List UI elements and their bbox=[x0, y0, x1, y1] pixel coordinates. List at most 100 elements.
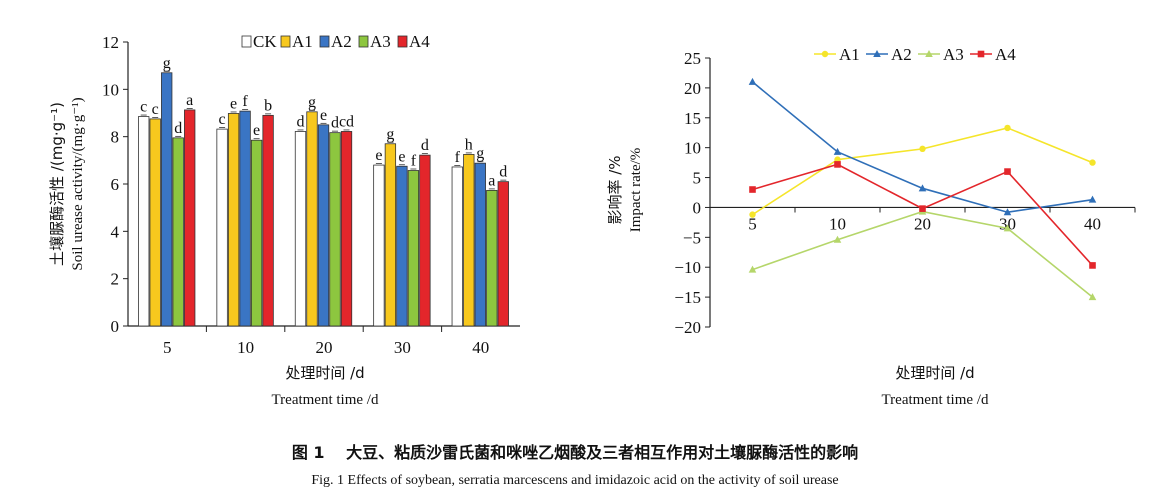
bar-ck bbox=[294, 131, 307, 327]
line-y-tick-label: 25 bbox=[684, 49, 701, 68]
bar-x-tick-label: 40 bbox=[472, 338, 489, 357]
legend-marker-a3 bbox=[925, 50, 933, 57]
bar-y-tick-label: 4 bbox=[111, 222, 120, 241]
line-y-axis-label-en: Impact rate/% bbox=[628, 148, 644, 233]
line-legend: A1 A2 A3 A4 bbox=[814, 45, 1016, 64]
legend-label-a3: A3 bbox=[370, 32, 391, 51]
legend-label-a1: A1 bbox=[839, 45, 860, 64]
line-x-tick-label: 20 bbox=[914, 214, 931, 233]
significance-letter: g bbox=[163, 55, 171, 72]
bar-ck bbox=[451, 166, 463, 327]
point-a4 bbox=[834, 161, 841, 168]
significance-letter: d bbox=[499, 164, 507, 181]
legend-label-a4: A4 bbox=[409, 32, 430, 51]
line-y-axis-label-cn: 影响率 /% bbox=[606, 155, 624, 224]
line-y-tick-label: −5 bbox=[683, 228, 701, 247]
bar-a2 bbox=[161, 72, 173, 327]
significance-letter: b bbox=[264, 97, 272, 114]
legend-label-ck: CK bbox=[253, 32, 277, 51]
significance-letter: f bbox=[455, 149, 461, 166]
bar-a3 bbox=[250, 139, 263, 327]
figure-caption-cn: 图 1 大豆、粘质沙雷氏菌和咪唑乙烟酸及三者相互作用对土壤脲酶活性的影响 bbox=[292, 443, 858, 462]
significance-letter: g bbox=[476, 145, 484, 162]
legend-label-a2: A2 bbox=[891, 45, 912, 64]
bar-y-tick-label: 8 bbox=[111, 128, 120, 147]
bar-a2 bbox=[396, 165, 408, 327]
line-x-tick-label: 40 bbox=[1084, 214, 1101, 233]
significance-letter: d bbox=[174, 120, 182, 137]
significance-letter: d bbox=[331, 115, 339, 132]
significance-letter: e bbox=[320, 107, 327, 124]
significance-letter: c bbox=[219, 111, 226, 128]
legend-label-a1: A1 bbox=[292, 32, 313, 51]
line-x-tick-label: 30 bbox=[999, 214, 1016, 233]
bar-x-axis-label-en: Treatment time /d bbox=[272, 392, 379, 408]
point-a1 bbox=[1004, 124, 1011, 132]
significance-letter: f bbox=[242, 93, 248, 110]
point-a3 bbox=[748, 265, 757, 273]
significance-letter: d bbox=[421, 137, 429, 154]
line-y-tick-label: 20 bbox=[684, 79, 701, 98]
point-a2 bbox=[833, 147, 842, 155]
bar-a2 bbox=[239, 110, 251, 327]
significance-letter: c bbox=[140, 99, 147, 116]
bar-x-tick-label: 5 bbox=[163, 338, 172, 357]
line-y-tick-label: 15 bbox=[684, 109, 701, 128]
bar-y-tick-label: 6 bbox=[111, 175, 120, 194]
bar-a1 bbox=[306, 111, 318, 327]
legend-label-a4: A4 bbox=[995, 45, 1016, 64]
bar-x-tick-label: 10 bbox=[237, 338, 254, 357]
bar-y-tick-label: 12 bbox=[102, 33, 119, 52]
bar-x-axis-label-cn: 处理时间 /d bbox=[285, 364, 364, 382]
bar-a1 bbox=[227, 113, 240, 327]
bar-y-tick-label: 10 bbox=[102, 80, 119, 99]
point-a4 bbox=[919, 205, 926, 212]
bar-a4 bbox=[262, 114, 274, 327]
point-a2 bbox=[918, 184, 927, 192]
point-a2 bbox=[1088, 195, 1097, 203]
point-a2 bbox=[1003, 208, 1012, 216]
bar-a4 bbox=[419, 154, 431, 327]
legend-swatch-a3 bbox=[358, 35, 369, 48]
bar-a3 bbox=[329, 132, 341, 327]
bar-a2 bbox=[474, 162, 486, 327]
bar-a4 bbox=[184, 109, 196, 327]
line-y-tick-label: 10 bbox=[684, 139, 701, 158]
bar-a3 bbox=[486, 189, 498, 327]
bar-a1 bbox=[149, 118, 161, 327]
significance-letter: e bbox=[375, 147, 382, 164]
line-y-tick-label: 5 bbox=[693, 169, 702, 188]
legend-marker-a4 bbox=[977, 50, 985, 58]
significance-letter: h bbox=[465, 136, 473, 153]
line-x-axis-label-cn: 处理时间 /d bbox=[895, 364, 974, 382]
significance-letter: g bbox=[308, 94, 316, 111]
bar-a1 bbox=[384, 143, 397, 327]
series-line-a1 bbox=[752, 127, 1093, 216]
significance-letter: a bbox=[488, 172, 495, 189]
bar-x-tick-label: 20 bbox=[316, 338, 333, 357]
legend-marker-a1 bbox=[821, 50, 829, 58]
significance-letter: e bbox=[398, 148, 405, 165]
bar-y-axis-label-en: Soil urease activity/(mg·g⁻¹) bbox=[70, 97, 86, 270]
bar-ck bbox=[138, 116, 150, 327]
significance-letter: f bbox=[411, 153, 417, 170]
bar-x-tick-label: 30 bbox=[394, 338, 411, 357]
bar-a4 bbox=[497, 181, 509, 327]
point-a4 bbox=[749, 186, 756, 193]
point-a4 bbox=[1089, 262, 1096, 269]
significance-letter: e bbox=[253, 122, 260, 139]
line-chart: −20 −15 −10 −5 0 5 10 15 20 25 5 10 20 30 40 A1 A2 A3 A4 bbox=[674, 45, 1136, 337]
line-y-tick-label: −15 bbox=[674, 288, 701, 307]
bar-y-axis-label-cn: 土壤脲酶活性 /(mg·g⁻¹) bbox=[48, 102, 66, 266]
bar-y-tick-label: 2 bbox=[111, 270, 120, 289]
significance-letter: a bbox=[186, 92, 193, 109]
point-a3 bbox=[833, 235, 842, 243]
point-a3 bbox=[1088, 293, 1097, 301]
bar-y-tick-label: 0 bbox=[111, 317, 120, 336]
bar-a4 bbox=[340, 131, 353, 327]
line-x-tick-label: 10 bbox=[829, 214, 846, 233]
line-x-axis-label-en: Treatment time /d bbox=[882, 392, 989, 408]
legend-swatch-a2 bbox=[319, 35, 330, 48]
bar-a2 bbox=[317, 124, 330, 327]
